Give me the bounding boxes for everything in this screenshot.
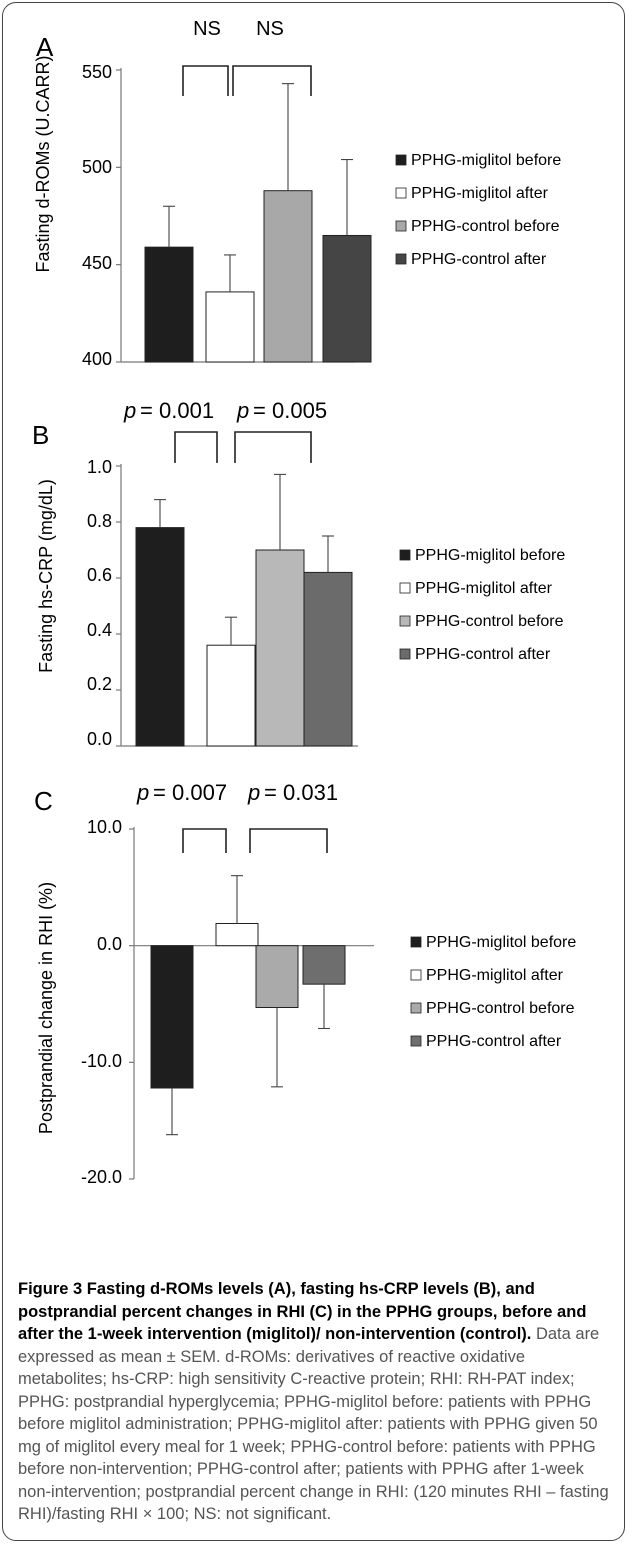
panel-c-p-prefix-2: p: [247, 780, 260, 805]
caption-body: Data are expressed as mean ± SEM. d-ROMs…: [18, 1325, 609, 1523]
legend-c-swatch-2: [410, 969, 422, 981]
panel-b-significance: [174, 431, 312, 463]
panel-b-legend: PPHG-miglitol before PPHG-miglitol after…: [399, 547, 565, 663]
panel-b-bar-2: [206, 644, 256, 747]
bracket-a1: [182, 65, 229, 96]
panel-b-label: B: [32, 420, 49, 450]
panel-b-bar-4: [303, 571, 353, 747]
panel-c-p-eq-1: =: [153, 780, 166, 805]
panel-c-bar-1: [150, 945, 194, 1089]
panel-c-label: C: [34, 786, 53, 816]
panel-a-bar-2: [205, 291, 255, 363]
panel-b-bar-1: [135, 527, 185, 747]
panel-c-bar-4: [302, 945, 346, 985]
panel-a-bar-3: [263, 190, 313, 363]
panel-b-ylabel: Fasting hs-CRP (mg/dL): [36, 479, 56, 673]
panel-b-p-eq-1: =: [140, 398, 153, 423]
sig-label-b2: 0.005: [272, 398, 327, 423]
panel-a: A Fasting d-ROMs (U.CARR) 550 500 450 40…: [33, 18, 561, 369]
legend-a-swatch-3: [395, 220, 407, 232]
panel-b: B p = 0.001 p = 0.005 Fasting hs-CRP (mg…: [32, 398, 565, 749]
legend-c-label-3: PPHG-control before: [426, 1000, 575, 1017]
sig-label-a2: NS: [256, 18, 284, 40]
legend-c-label-1: PPHG-miglitol before: [426, 934, 576, 951]
legend-b-swatch-2: [399, 582, 411, 594]
sig-label-b1: 0.001: [159, 398, 214, 423]
legend-b-swatch-4: [399, 648, 411, 660]
sig-label-c2: 0.031: [283, 780, 338, 805]
legend-b-label-4: PPHG-control after: [415, 646, 551, 663]
bracket-c1: [182, 828, 227, 853]
panel-a-bar-4: [322, 234, 372, 363]
panel-c-ylabel: Postprandial change in RHI (%): [36, 882, 56, 1134]
panel-a-significance: [182, 65, 312, 96]
panel-b-ytick-0-8: 0.8: [87, 511, 112, 531]
bracket-c2: [249, 828, 328, 853]
panel-a-bars: [144, 83, 372, 363]
panel-c-ytick-neg10: -10.0: [81, 1051, 122, 1071]
caption-title: Figure 3 Fasting d-ROMs levels (A), fast…: [18, 1280, 587, 1343]
panel-c-legend: PPHG-miglitol before PPHG-miglitol after…: [410, 934, 576, 1050]
legend-c-swatch-1: [410, 936, 422, 948]
bracket-a2: [232, 65, 312, 96]
panel-a-ytick-500: 500: [82, 157, 112, 177]
figure-caption: Figure 3 Fasting d-ROMs levels (A), fast…: [18, 1278, 614, 1526]
panel-c-bar-2: [215, 923, 259, 947]
panel-b-ytick-0-4: 0.4: [87, 620, 112, 640]
legend-b-swatch-1: [399, 549, 411, 561]
panel-b-p-prefix-2: p: [236, 398, 249, 423]
sig-label-c1: 0.007: [172, 780, 227, 805]
legend-a-label-4: PPHG-control after: [411, 251, 547, 268]
panel-c-ytick-10: 10.0: [87, 817, 122, 837]
legend-b-label-3: PPHG-control before: [415, 613, 564, 630]
legend-a-swatch-2: [395, 187, 407, 199]
legend-b-label-1: PPHG-miglitol before: [415, 547, 565, 564]
legend-b-label-2: PPHG-miglitol after: [415, 580, 553, 597]
panel-a-label: A: [36, 32, 54, 62]
panel-c: C p = 0.007 p = 0.031 Postprandial chang…: [34, 780, 576, 1187]
panel-a-legend: PPHG-miglitol before PPHG-miglitol after…: [395, 152, 561, 268]
legend-a-label-3: PPHG-control before: [411, 218, 560, 235]
panel-b-ytick-0-2: 0.2: [87, 674, 112, 694]
panel-a-bar-1: [144, 246, 194, 363]
panel-b-ytick-0-6: 0.6: [87, 565, 112, 585]
legend-c-swatch-3: [410, 1002, 422, 1014]
panel-b-bars: [135, 473, 353, 747]
legend-a-swatch-4: [395, 253, 407, 265]
legend-c-swatch-4: [410, 1035, 422, 1047]
panel-b-ytick-1-0: 1.0: [87, 457, 112, 477]
legend-a-label-2: PPHG-miglitol after: [411, 185, 549, 202]
panel-a-ytick-550: 550: [82, 62, 112, 82]
panel-c-ytick-neg20: -20.0: [81, 1167, 122, 1187]
panel-a-ylabel: Fasting d-ROMs (U.CARR): [33, 55, 53, 272]
panel-a-ytick-400: 400: [82, 349, 112, 369]
panel-c-bar-3: [255, 945, 299, 1009]
panel-c-p-eq-2: =: [264, 780, 277, 805]
legend-a-label-1: PPHG-miglitol before: [411, 152, 561, 169]
panel-b-p-eq-2: =: [253, 398, 266, 423]
sig-label-a1: NS: [193, 18, 221, 40]
panel-b-ytick-0-0: 0.0: [87, 729, 112, 749]
legend-c-label-2: PPHG-miglitol after: [426, 967, 564, 984]
panel-a-ytick-450: 450: [82, 253, 112, 273]
panel-c-p-prefix-1: p: [136, 780, 149, 805]
panel-c-bars: [150, 875, 346, 1136]
panel-b-bar-3: [255, 549, 305, 747]
figure-charts: A Fasting d-ROMs (U.CARR) 550 500 450 40…: [32, 18, 576, 1187]
panel-c-ytick-0: 0.0: [97, 934, 122, 954]
legend-a-swatch-1: [395, 154, 407, 166]
bracket-b1: [174, 431, 218, 463]
panel-b-p-prefix-1: p: [123, 398, 136, 423]
legend-b-swatch-3: [399, 615, 411, 627]
panel-c-significance: [182, 828, 328, 853]
legend-c-label-4: PPHG-control after: [426, 1033, 562, 1050]
bracket-b2: [234, 431, 312, 463]
